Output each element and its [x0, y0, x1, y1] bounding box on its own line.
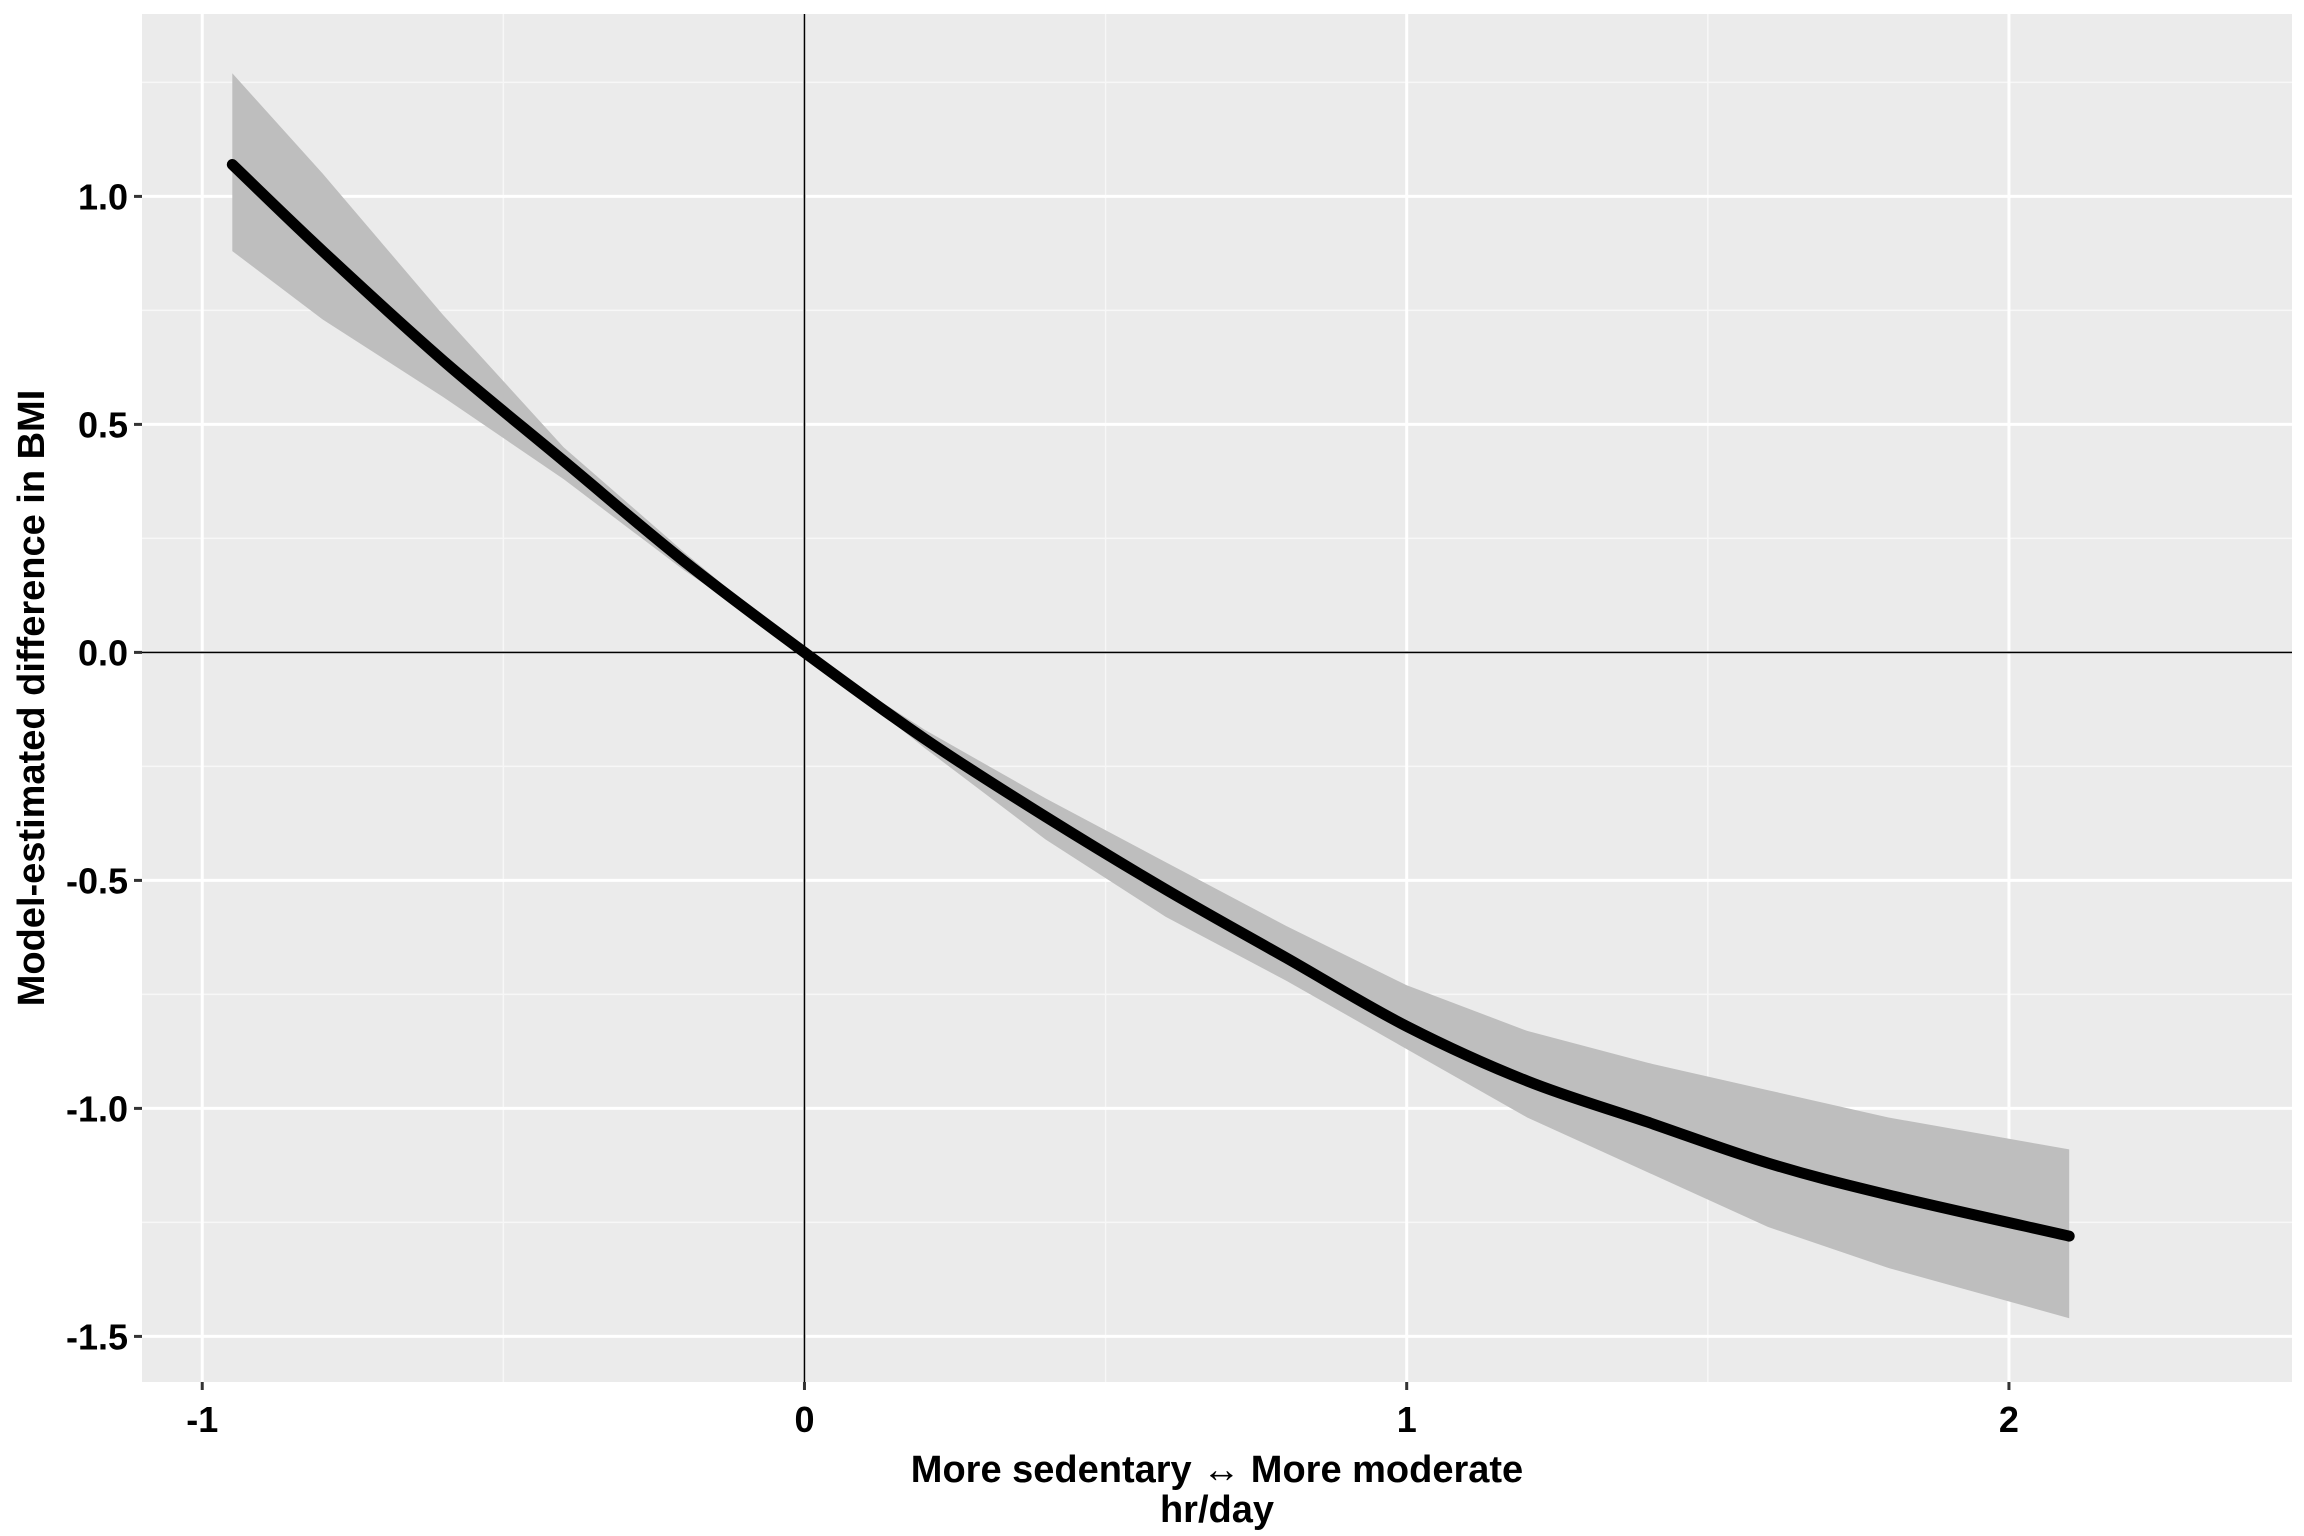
x-tick-label: 1: [1397, 1399, 1417, 1440]
y-axis-title: Model-estimated difference in BMI: [11, 390, 53, 1007]
x-axis-ticks: -1 0 1 2: [186, 1382, 2019, 1440]
x-axis-title: More sedentary ↔ More moderate: [911, 1449, 1523, 1491]
x-tick-label: 0: [794, 1399, 814, 1440]
x-tick-label: -1: [186, 1399, 218, 1440]
x-tick-label: 2: [1999, 1399, 2019, 1440]
y-tick-label: -1.0: [66, 1088, 128, 1129]
y-tick-label: -0.5: [66, 860, 128, 901]
y-axis-ticks: -1.5 -1.0 -0.5 0.0 0.5 1.0: [66, 176, 142, 1357]
estimate-line: [226, 159, 2075, 1242]
y-tick-label: 0.5: [78, 404, 128, 445]
y-tick-label: 1.0: [78, 176, 128, 217]
x-axis-subtitle: hr/day: [1160, 1489, 1274, 1531]
y-tick-label: 0.0: [78, 632, 128, 673]
minor-gridlines: [142, 14, 2292, 1382]
y-tick-label: -1.5: [66, 1316, 128, 1357]
